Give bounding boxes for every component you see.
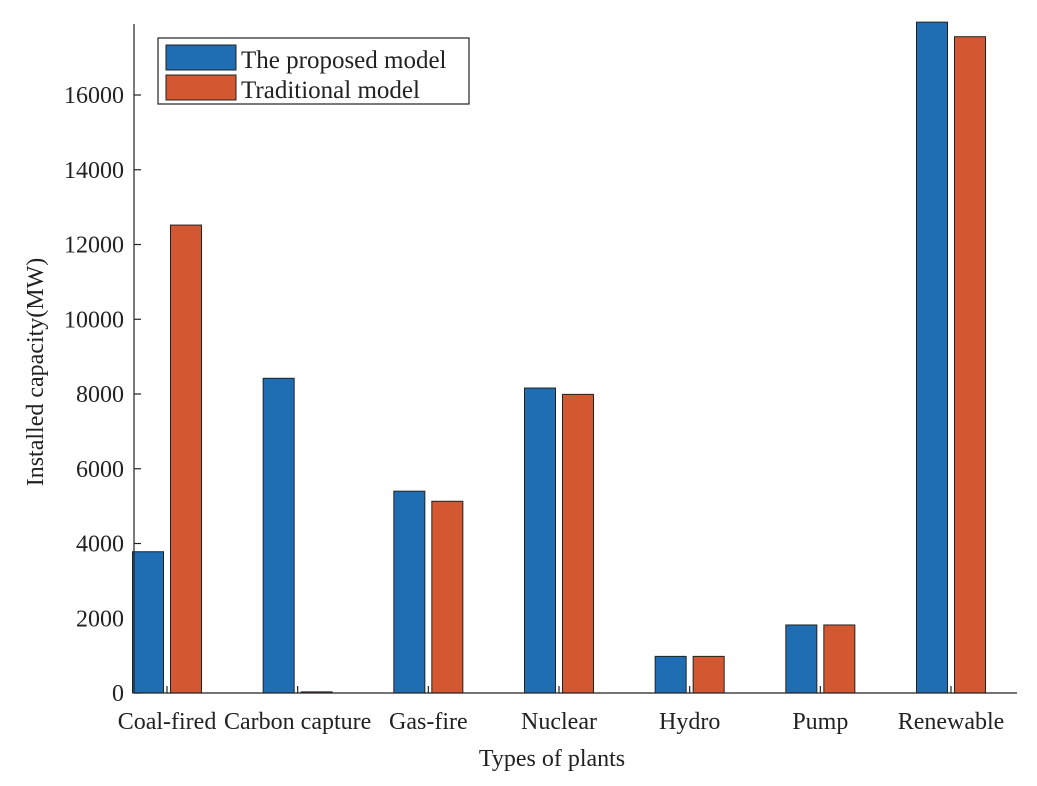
bar-proposed-carbon-capture <box>262 377 295 694</box>
bar-proposed-nuclear <box>524 387 556 694</box>
x-tick-label: Coal-fired <box>118 709 217 735</box>
x-tick-label: Nuclear <box>521 709 597 735</box>
bar-proposed-hydro <box>654 655 687 694</box>
bar-traditional-nuclear <box>562 393 594 694</box>
bar-traditional-coal-fired <box>170 224 202 694</box>
legend-label-traditional: Traditional model <box>241 77 420 104</box>
bar-traditional-hydro <box>692 655 725 694</box>
y-tick-label: 0 <box>112 681 124 707</box>
bar-proposed-gas-fire <box>393 490 426 694</box>
bar-proposed-pump <box>785 624 818 694</box>
bar-proposed-renewable <box>916 21 948 694</box>
x-tick-label: Carbon capture <box>224 709 371 735</box>
x-tick-label: Renewable <box>898 709 1005 735</box>
x-axis-title: Types of plants <box>479 746 625 772</box>
y-axis-ticks: 0 2000 4000 6000 8000 10000 12000 14000 16000 <box>64 83 141 707</box>
legend-swatch-traditional <box>165 74 237 101</box>
y-tick-label: 8000 <box>76 382 124 408</box>
bars <box>132 21 986 694</box>
y-axis-title: Installed capacity(MW) <box>23 258 49 487</box>
y-tick-label: 12000 <box>64 233 124 259</box>
x-tick-label: Gas-fire <box>389 709 468 735</box>
x-tick-label: Pump <box>792 709 848 735</box>
y-tick-label: 4000 <box>76 532 124 558</box>
y-tick-label: 2000 <box>76 606 124 632</box>
y-tick-label: 16000 <box>64 83 124 109</box>
bar-traditional-pump <box>823 624 856 694</box>
bar-proposed-coal-fired <box>132 551 164 694</box>
bar-traditional-renewable <box>954 36 986 694</box>
legend-label-proposed: The proposed model <box>241 47 447 74</box>
bar-traditional-gas-fire <box>431 500 464 694</box>
y-tick-label: 14000 <box>64 158 124 184</box>
y-tick-label: 6000 <box>76 457 124 483</box>
y-tick-label: 10000 <box>64 307 124 333</box>
x-axis-ticks: Coal-fired Carbon capture Gas-fire Nuclear H… <box>118 686 1005 735</box>
legend-swatch-proposed <box>165 44 237 71</box>
x-tick-label: Hydro <box>659 709 720 735</box>
legend: The proposed model Traditional model <box>157 37 470 105</box>
